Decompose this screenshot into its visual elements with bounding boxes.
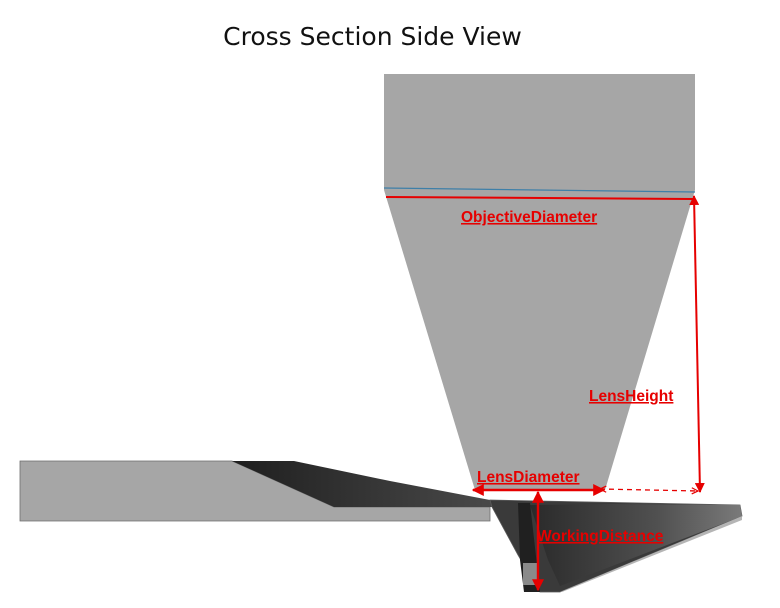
working-distance-label: WorkingDistance: [537, 528, 664, 545]
lens-height-line: [689, 195, 705, 493]
lens-offset-dashed-line: [600, 489, 698, 491]
objective-diameter-label: ObjectiveDiameter: [461, 209, 597, 226]
lens-height-label: LensHeight: [589, 388, 673, 405]
tray-rim: [530, 504, 742, 586]
objective-reference-line: [383, 187, 696, 193]
well-bottom: [523, 563, 537, 585]
lens-diameter-label: LensDiameter: [477, 469, 580, 486]
diagram-title: Cross Section Side View: [223, 22, 522, 51]
objective-diameter-line: [385, 196, 694, 200]
plate-ramp: [232, 461, 498, 507]
objective-cone: [384, 190, 695, 490]
objective-barrel: [384, 74, 695, 190]
